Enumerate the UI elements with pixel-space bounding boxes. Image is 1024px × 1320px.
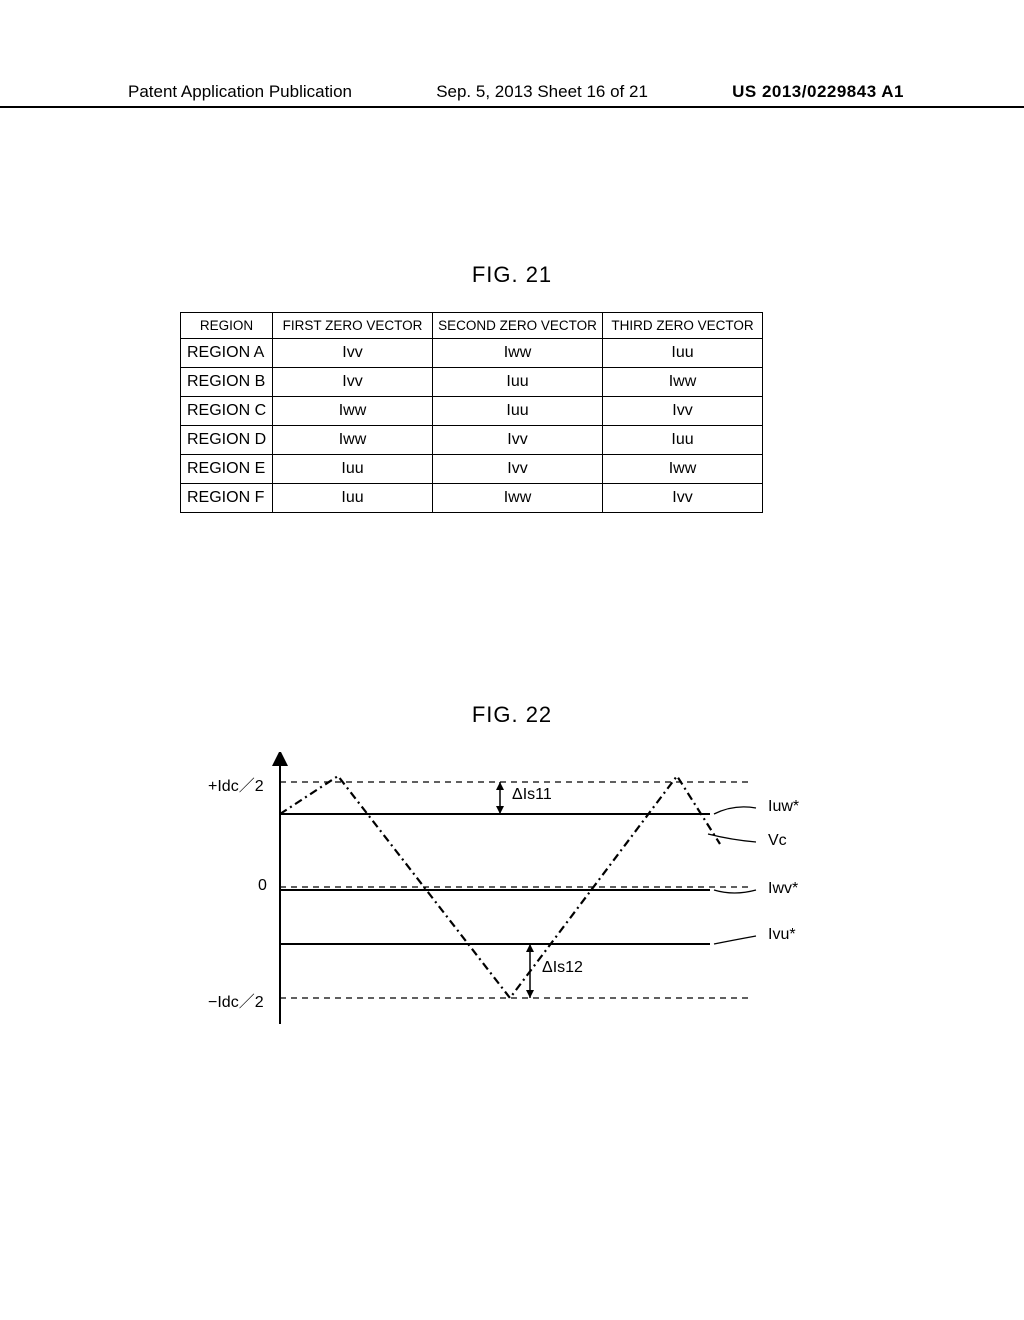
fig21-td: Ivv: [273, 368, 433, 397]
fig21-td: Ivv: [603, 484, 763, 513]
header-right: US 2013/0229843 A1: [732, 82, 904, 102]
fig21-td: Iww: [603, 368, 763, 397]
fig21-td: REGION F: [181, 484, 273, 513]
fig21-td: REGION A: [181, 339, 273, 368]
delta-is11-label: ΔIs11: [512, 786, 552, 804]
fig21-td: REGION B: [181, 368, 273, 397]
fig21-td: Iuu: [433, 397, 603, 426]
y-top-label: +Idc／2: [208, 772, 264, 796]
iwv-label: Iwv*: [768, 880, 798, 898]
y-bottom-label: −Idc／2: [208, 988, 264, 1012]
fig21-td: Ivv: [273, 339, 433, 368]
fig21-table: REGIONFIRST ZERO VECTORSECOND ZERO VECTO…: [180, 312, 763, 513]
table-row: REGION DIwwIvvIuu: [181, 426, 763, 455]
table-row: REGION EIuuIvvIww: [181, 455, 763, 484]
fig21-td: Ivv: [603, 397, 763, 426]
fig21-header-row: REGIONFIRST ZERO VECTORSECOND ZERO VECTO…: [181, 313, 763, 339]
fig22-chart: +Idc／2 0 −Idc／2 ΔIs11 ΔIs12 Iuw* Vc Iwv*…: [210, 752, 830, 1032]
fig21-th: THIRD ZERO VECTOR: [603, 313, 763, 339]
fig21-td: Iuu: [603, 426, 763, 455]
fig21-td: REGION C: [181, 397, 273, 426]
fig21-th: SECOND ZERO VECTOR: [433, 313, 603, 339]
fig21-td: Iuu: [603, 339, 763, 368]
ivu-label: Ivu*: [768, 926, 796, 944]
fig21-title: FIG. 21: [0, 262, 1024, 288]
fig21-th: FIRST ZERO VECTOR: [273, 313, 433, 339]
table-row: REGION AIvvIwwIuu: [181, 339, 763, 368]
fig21-th: REGION: [181, 313, 273, 339]
fig22-title: FIG. 22: [0, 702, 1024, 728]
fig21-td: Iww: [433, 484, 603, 513]
fig21-td: Iww: [433, 339, 603, 368]
fig21-td: Iuu: [273, 455, 433, 484]
table-row: REGION CIwwIuuIvv: [181, 397, 763, 426]
vc-label: Vc: [768, 832, 787, 850]
header-left: Patent Application Publication: [128, 82, 352, 102]
fig21-td: Iuu: [273, 484, 433, 513]
y-mid-label: 0: [258, 877, 267, 895]
fig21-td: Iww: [273, 426, 433, 455]
fig21-td: Iww: [273, 397, 433, 426]
fig21-td: Ivv: [433, 455, 603, 484]
fig21-tbody: REGION AIvvIwwIuuREGION BIvvIuuIwwREGION…: [181, 339, 763, 513]
fig21-td: Iuu: [433, 368, 603, 397]
fig21-td: REGION E: [181, 455, 273, 484]
header-center: Sep. 5, 2013 Sheet 16 of 21: [436, 82, 648, 102]
delta-is12-label: ΔIs12: [542, 959, 583, 977]
table-row: REGION FIuuIwwIvv: [181, 484, 763, 513]
fig21-td: REGION D: [181, 426, 273, 455]
fig21-td: Ivv: [433, 426, 603, 455]
table-row: REGION BIvvIuuIww: [181, 368, 763, 397]
iuw-label: Iuw*: [768, 798, 799, 816]
fig21-td: Iww: [603, 455, 763, 484]
page-header: Patent Application Publication Sep. 5, 2…: [0, 82, 1024, 108]
